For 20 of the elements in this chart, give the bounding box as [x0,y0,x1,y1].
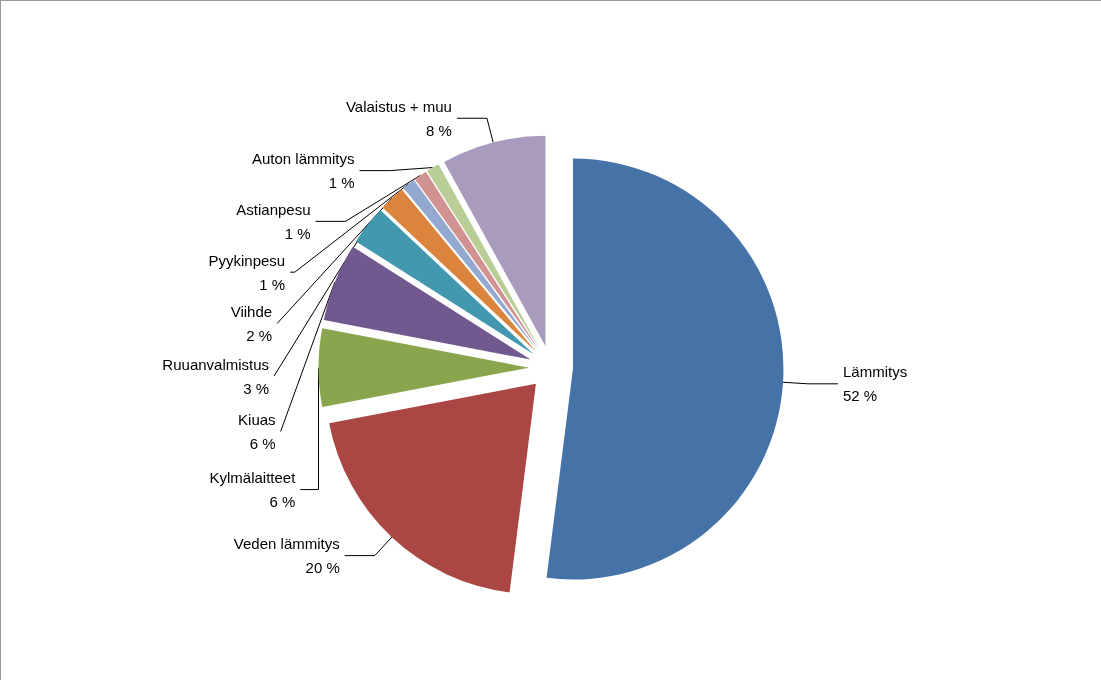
data-label: 1 % [328,174,355,192]
data-label: 3 % [243,379,270,397]
data-label: 52 % [842,387,878,405]
data-label: 1 % [284,224,311,242]
data-label: 8 % [426,121,452,139]
slice-label: Astianpesu [236,200,311,218]
slice-label: Kylmälaitteet [209,469,297,487]
slice-label: Lämmitys [842,363,908,381]
data-label: 1 % [259,275,286,293]
slice-label: Kiuas [238,410,276,428]
slice-label: Ruuanvalmistus [162,355,270,373]
data-label: 2 % [246,327,273,345]
slice-label: Pyykinpesu [208,251,286,269]
slice-label: Viihde [230,303,273,321]
slice-label: Veden lämmitys [233,535,340,553]
slice-label: Valaistus + muu [345,97,452,115]
data-label: 20 % [305,559,340,577]
data-label: 6 % [269,493,296,511]
slice-label: Auton lämmitys [251,150,355,168]
data-label: 6 % [249,434,276,452]
